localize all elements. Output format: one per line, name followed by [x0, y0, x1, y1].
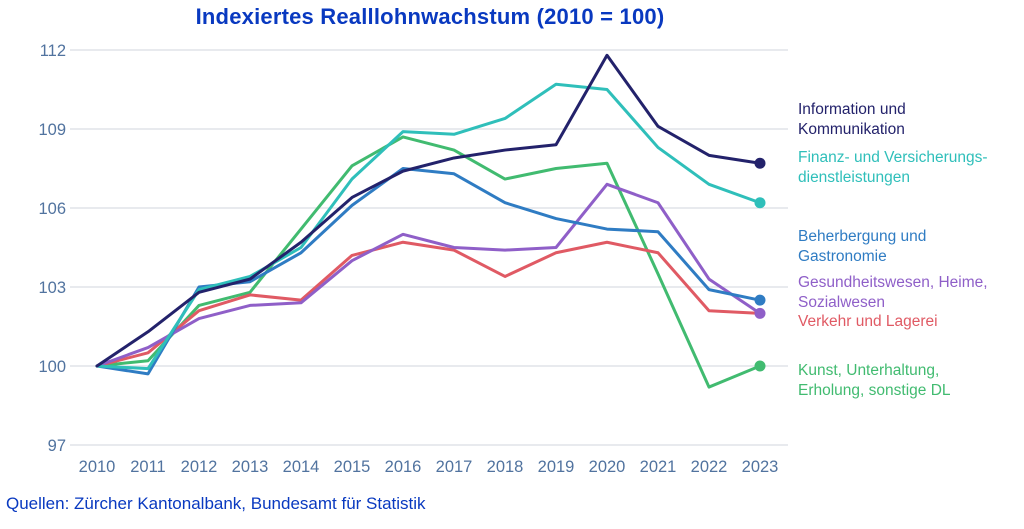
- y-tick-label-100: 100: [38, 358, 66, 376]
- x-tick-label-2012: 2012: [181, 458, 218, 476]
- x-tick-label-2019: 2019: [538, 458, 575, 476]
- series-line-information-kommunikation: [95, 53, 762, 368]
- series-line-beherbergung-gastronomie: [95, 167, 762, 376]
- series-line-gesundheitswesen: [95, 182, 762, 368]
- y-tick-label-106: 106: [38, 200, 66, 218]
- y-tick-label-103: 103: [38, 279, 66, 297]
- x-tick-label-2016: 2016: [385, 458, 422, 476]
- series-line-kunst-unterhaltung: [95, 135, 762, 389]
- x-tick-label-2020: 2020: [589, 458, 626, 476]
- x-tick-label-2022: 2022: [691, 458, 728, 476]
- x-tick-label-2018: 2018: [487, 458, 524, 476]
- source-note: Quellen: Zürcher Kantonalbank, Bundesamt…: [6, 494, 426, 513]
- x-tick-label-2011: 2011: [130, 458, 165, 476]
- series-end-dot-gesundheitswesen: [754, 307, 766, 319]
- legend-item-beherbergung-gastronomie: Beherbergung und Gastronomie: [798, 228, 927, 265]
- x-tick-label-2017: 2017: [436, 458, 473, 476]
- x-tick-label-2013: 2013: [232, 458, 269, 476]
- x-tick-label-2023: 2023: [742, 458, 779, 476]
- series-end-dot-kunst-unterhaltung: [754, 360, 766, 372]
- chart-title: Indexiertes Realllohnwachstum (2010 = 10…: [195, 4, 665, 29]
- x-tick-label-2021: 2021: [640, 458, 677, 476]
- x-tick-label-2010: 2010: [79, 458, 116, 476]
- legend-item-information-kommunikation: Information und Kommunikation: [798, 101, 906, 138]
- y-tick-label-109: 109: [38, 121, 66, 139]
- legend-item-gesundheitswesen: Gesundheitswesen, Heime, Sozialwesen: [798, 274, 988, 311]
- legend-item-verkehr-lagerei: Verkehr und Lagerei: [798, 313, 938, 330]
- series-end-dot-finanz-versicherung: [754, 197, 766, 209]
- x-tick-label-2015: 2015: [334, 458, 371, 476]
- series-line-finanz-versicherung: [95, 82, 762, 371]
- legend-item-finanz-versicherung: Finanz- und Versicherungs- dienstleistun…: [798, 149, 988, 186]
- series-end-dot-beherbergung-gastronomie: [754, 294, 766, 306]
- legend-item-kunst-unterhaltung: Kunst, Unterhaltung, Erholung, sonstige …: [798, 362, 951, 399]
- y-tick-label-97: 97: [48, 437, 66, 455]
- series-end-dot-information-kommunikation: [754, 157, 766, 169]
- x-tick-label-2014: 2014: [283, 458, 320, 476]
- legend: Information und Kommunikation Finanz- und…: [798, 0, 1022, 460]
- y-tick-label-112: 112: [40, 42, 66, 60]
- series-line-verkehr-lagerei: [95, 240, 762, 368]
